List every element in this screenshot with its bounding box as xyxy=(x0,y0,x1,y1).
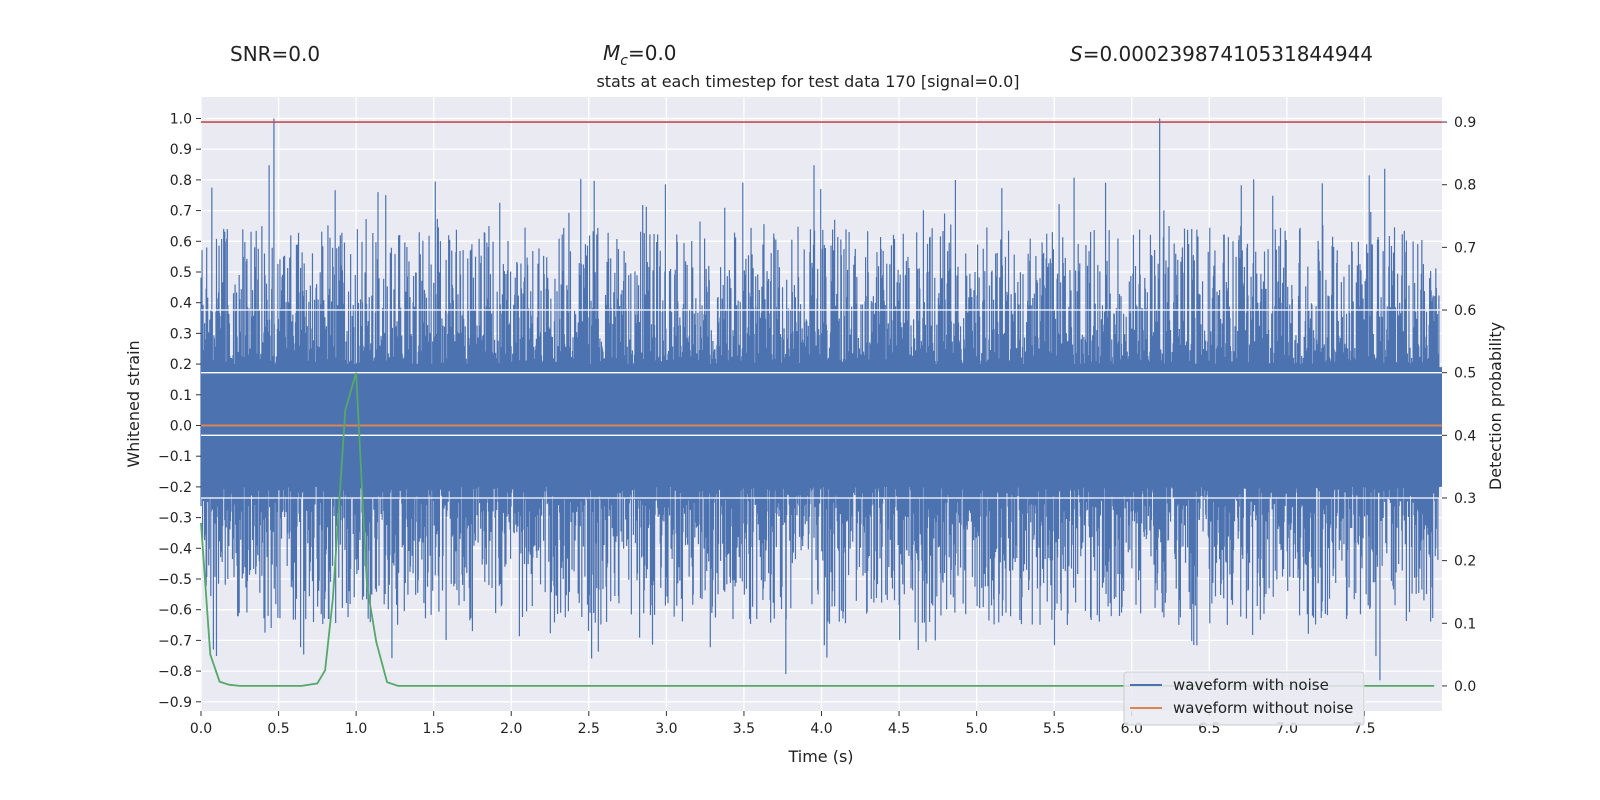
x-tick-label: 4.5 xyxy=(888,721,910,737)
x-tick-label: 2.5 xyxy=(578,721,600,737)
y-axis-label: Whitened strain xyxy=(124,340,143,467)
chirp-mass-value: =0.0 xyxy=(628,41,677,65)
y-tick-label: 0.8 xyxy=(170,173,192,189)
x-tick-label: 5.0 xyxy=(965,721,987,737)
s-stat-label: S=0.00023987410531844944 xyxy=(1070,42,1373,66)
y-tick-label: 0.2 xyxy=(170,357,192,373)
y-tick-label: 0.1 xyxy=(170,388,192,404)
y-tick-label: 0.9 xyxy=(170,142,192,158)
x-tick-label: 5.5 xyxy=(1043,721,1065,737)
y2-axis-label: Detection probability xyxy=(1486,322,1505,490)
y-tick-label: −0.7 xyxy=(158,633,192,649)
waveform-core-band xyxy=(201,367,1442,487)
x-tick-label: 1.0 xyxy=(345,721,367,737)
y-tick-label: −0.3 xyxy=(158,511,192,527)
y-axis-ticks: 1.0 0.9 0.8 0.7 0.6 0.5 0.4 0.3 0.2 0.1 0.0 −0.1 −0.… xyxy=(158,111,201,711)
y-tick-label: −0.5 xyxy=(158,572,192,588)
x-tick-label: 0.0 xyxy=(190,721,212,737)
y2-tick-label: 0.8 xyxy=(1454,178,1476,194)
y-tick-label: 0.6 xyxy=(170,234,192,250)
snr-label: SNR=0.0 xyxy=(230,42,320,66)
y-tick-label: 0.5 xyxy=(170,265,192,281)
chirp-mass-subscript: c xyxy=(620,53,628,69)
legend: waveform with noise waveform without noi… xyxy=(1123,671,1365,726)
y2-axis-ticks: 0.9 0.8 0.7 0.6 0.5 0.4 0.3 0.2 0.1 0.0 xyxy=(1442,115,1476,695)
legend-box xyxy=(1123,671,1365,726)
y-tick-label: 0.7 xyxy=(170,204,192,220)
y2-tick-label: 0.5 xyxy=(1454,366,1476,382)
chirp-mass-label: Mc=0.0 xyxy=(603,41,677,69)
y2-tick-label: 0.7 xyxy=(1454,240,1476,256)
y-tick-label: −0.6 xyxy=(158,603,192,619)
waveform-with-noise-series xyxy=(200,118,1442,681)
legend-label-clean: waveform without noise xyxy=(1173,699,1353,717)
y2-tick-label: 0.2 xyxy=(1454,554,1476,570)
y2-tick-label: 0.4 xyxy=(1454,428,1476,444)
y-tick-label: −0.1 xyxy=(158,449,192,465)
x-tick-label: 3.5 xyxy=(733,721,755,737)
y2-tick-label: 0.0 xyxy=(1454,679,1476,695)
x-tick-label: 2.0 xyxy=(500,721,522,737)
detection-probability-series xyxy=(200,372,1435,687)
y-tick-label: 0.3 xyxy=(170,326,192,342)
chart-title: stats at each timestep for test data 170… xyxy=(596,72,1019,91)
y-tick-label: 1.0 xyxy=(170,111,192,127)
y-tick-label: −0.4 xyxy=(158,541,192,557)
x-tick-label: 3.0 xyxy=(655,721,677,737)
legend-label-noisy: waveform with noise xyxy=(1173,676,1329,694)
y-tick-label: −0.8 xyxy=(158,664,192,680)
x-axis-ticks: 0.0 0.5 1.0 1.5 2.0 2.5 3.0 3.5 4.0 4.5 5.0 5.5 6.0 6… xyxy=(190,711,1376,737)
y-tick-label: −0.2 xyxy=(158,480,192,496)
x-tick-label: 4.0 xyxy=(810,721,832,737)
s-stat-symbol: S xyxy=(1070,42,1083,66)
y-tick-label: −0.9 xyxy=(158,695,192,711)
y2-tick-label: 0.3 xyxy=(1454,491,1476,507)
x-tick-label: 1.5 xyxy=(423,721,445,737)
y2-tick-label: 0.1 xyxy=(1454,616,1476,632)
s-stat-value: =0.00023987410531844944 xyxy=(1083,42,1373,66)
chirp-mass-symbol: M xyxy=(603,41,620,65)
x-tick-label: 0.5 xyxy=(267,721,289,737)
y2-tick-label: 0.9 xyxy=(1454,115,1476,131)
y-tick-label: 0.0 xyxy=(170,418,192,434)
y-tick-label: 0.4 xyxy=(170,296,192,312)
y2-tick-label: 0.6 xyxy=(1454,303,1476,319)
x-axis-label: Time (s) xyxy=(787,747,853,766)
